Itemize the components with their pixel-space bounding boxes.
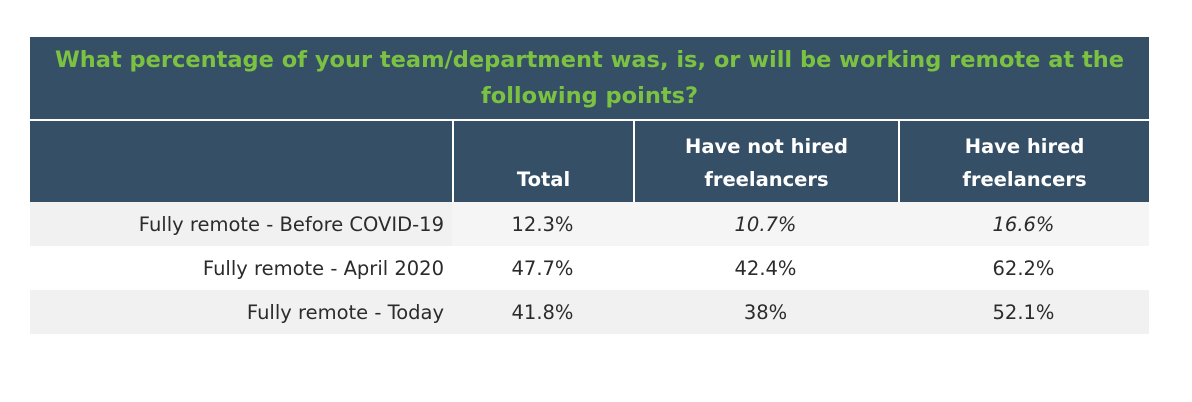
table-row: Fully remote - Today 41.8% 38% 52.1% (30, 290, 1149, 334)
table-row: Fully remote - April 2020 47.7% 42.4% 62… (30, 246, 1149, 290)
cell-total: 47.7% (511, 256, 574, 280)
cell-total: 41.8% (511, 300, 574, 324)
header-cell-total: Total (452, 121, 633, 202)
cell-not-hired: 10.7% (633, 202, 898, 246)
header-cell-label (30, 121, 452, 202)
row-label: Fully remote - Today (246, 300, 444, 324)
row-label: Fully remote - April 2020 (202, 256, 444, 280)
cell-hired: 16.6% (898, 202, 1149, 246)
header-cell-hired: Have hired freelancers (898, 121, 1149, 202)
cell-hired: 52.1% (992, 300, 1055, 324)
table-row: Fully remote - Before COVID-19 12.3% 10.… (30, 202, 1149, 246)
cell-not-hired: 42.4% (734, 256, 797, 280)
table-header-row: Total Have not hired freelancers Have hi… (30, 121, 1149, 202)
table-title-text: What percentage of your team/department … (54, 47, 1125, 109)
header-cell-not-hired: Have not hired freelancers (633, 121, 898, 202)
cell-total: 12.3% (452, 202, 633, 246)
cell-hired: 62.2% (992, 256, 1055, 280)
cell-not-hired: 38% (743, 300, 788, 324)
table-title: What percentage of your team/department … (30, 37, 1149, 121)
row-label: Fully remote - Before COVID-19 (30, 202, 452, 246)
survey-table: What percentage of your team/department … (30, 37, 1149, 334)
